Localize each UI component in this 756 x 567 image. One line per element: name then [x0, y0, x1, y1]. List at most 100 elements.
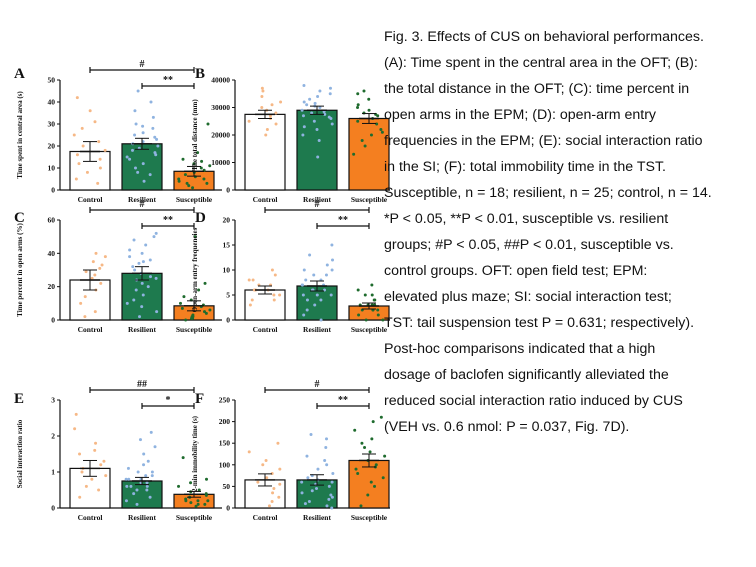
data-point [83, 295, 87, 299]
data-point [331, 258, 334, 262]
data-point [93, 448, 97, 452]
data-point [318, 89, 322, 93]
significance-label: # [140, 199, 145, 210]
data-point [144, 243, 148, 247]
data-point [379, 128, 383, 131]
data-point [371, 420, 375, 424]
y-tick-label: 0 [51, 504, 55, 513]
y-axis-label: The total distance (mm) [191, 99, 199, 171]
data-point [77, 162, 81, 166]
data-point [145, 488, 149, 492]
data-point [136, 170, 140, 174]
data-point [142, 452, 146, 456]
data-point [94, 441, 98, 445]
data-point [327, 484, 331, 488]
caption-line: Fig. 3. Effects of CUS on behavioral per… [384, 29, 704, 45]
data-point [380, 130, 384, 134]
significance-label: ** [338, 395, 348, 406]
significance-label: * [166, 395, 171, 406]
data-point [305, 308, 309, 312]
data-point [91, 260, 95, 264]
data-point [356, 288, 360, 292]
data-point [185, 181, 189, 185]
data-point [327, 497, 331, 501]
data-point [197, 488, 201, 492]
y-tick-label: 3 [51, 396, 55, 405]
data-point [75, 153, 79, 157]
data-point [323, 458, 327, 462]
data-point [196, 499, 200, 503]
y-tick-label: 10 [223, 266, 231, 275]
data-point [300, 491, 304, 495]
data-point [317, 139, 321, 142]
y-tick-label: 2 [51, 432, 55, 441]
data-point [247, 119, 251, 123]
data-point [197, 288, 201, 292]
data-point [145, 481, 149, 485]
y-tick-label: 50 [223, 482, 231, 491]
data-point [153, 445, 157, 449]
category-label: Control [253, 513, 278, 522]
category-label: Susceptible [176, 195, 213, 204]
data-point [359, 504, 363, 508]
y-tick-label: 30 [48, 120, 56, 129]
data-point [353, 428, 357, 432]
data-point [265, 476, 269, 480]
data-point [194, 504, 198, 508]
data-point [206, 499, 210, 503]
data-point [264, 458, 268, 462]
panel-letter: A [14, 66, 25, 82]
data-point [88, 109, 92, 113]
significance-label: # [315, 379, 320, 390]
y-tick-label: 0 [226, 316, 230, 325]
data-point [370, 437, 374, 441]
y-axis-label: 2-min immobility time (s) [191, 415, 199, 492]
data-point [318, 106, 322, 109]
data-point [184, 499, 188, 503]
data-point [301, 293, 305, 297]
data-point [356, 471, 360, 475]
category-label: Control [78, 195, 103, 204]
data-point [74, 412, 78, 416]
data-point [190, 316, 194, 320]
data-point [97, 140, 101, 144]
caption-line: Post-hoc comparisons indicated that a hi… [384, 341, 656, 357]
caption-line: Susceptible, n = 18; resilient, n = 25; … [384, 185, 712, 201]
data-point [261, 463, 265, 467]
data-point [271, 491, 275, 495]
category-label: Control [78, 325, 103, 334]
data-point [248, 303, 252, 307]
data-point [191, 313, 195, 317]
data-point [319, 298, 323, 302]
data-point [94, 251, 98, 255]
data-point [134, 288, 138, 292]
data-point [148, 275, 152, 279]
data-point [141, 162, 145, 166]
category-label: Resilient [128, 325, 156, 334]
data-point [78, 452, 82, 456]
data-point [356, 103, 360, 107]
data-point [149, 430, 153, 434]
data-point [136, 89, 140, 93]
data-point [204, 492, 208, 496]
data-point [264, 133, 268, 137]
data-point [124, 499, 128, 503]
data-point [142, 179, 146, 183]
data-point [308, 253, 312, 257]
data-point [193, 235, 197, 239]
bar-resilient [121, 143, 163, 191]
figure-caption: Fig. 3. Effects of CUS on behavioral per… [384, 24, 752, 440]
data-point [125, 155, 129, 159]
data-point [376, 308, 380, 312]
data-point [260, 95, 264, 98]
data-point [104, 474, 108, 478]
caption-line: in the SI; (F): total immobility time in… [384, 159, 666, 175]
data-point [366, 493, 370, 497]
data-point [90, 477, 94, 481]
data-point [154, 276, 158, 280]
data-point [302, 84, 306, 87]
caption-line: control groups. OFT: open field test; EP… [384, 263, 648, 279]
y-tick-label: 10 [48, 164, 56, 173]
data-point [302, 313, 306, 317]
